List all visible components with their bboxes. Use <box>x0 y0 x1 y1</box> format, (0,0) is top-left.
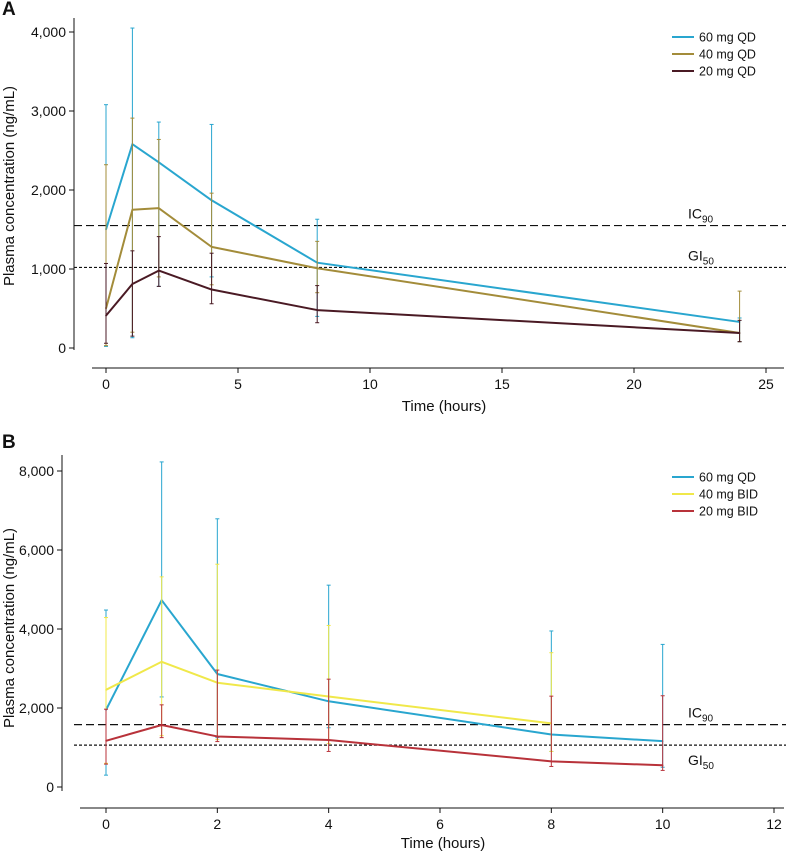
panel-b-series-line <box>105 599 663 743</box>
panel-b-x-tick-label: 4 <box>325 816 333 832</box>
panel-a-y-axis-title: Plasma concentration (ng/mL) <box>1 86 18 286</box>
panel-b-legend-label: 60 mg QD <box>699 471 756 485</box>
panel-a-series-line <box>105 269 740 334</box>
panel-a-legend: 60 mg QD 40 mg QD 20 mg QD <box>672 31 756 79</box>
panel-a-series-2 <box>104 236 742 344</box>
panel-b-x-tick-label: 2 <box>213 816 221 832</box>
panel-b-legend: 60 mg QD 40 mg BID 20 mg BID <box>672 471 758 519</box>
panel-a-data-point <box>738 332 741 334</box>
panel-a-x-tick-label: 5 <box>234 376 242 392</box>
panel-b-data-point <box>550 760 553 763</box>
panel-a-data-point <box>158 207 160 209</box>
panel-a-data-point <box>158 269 160 272</box>
panel-b-ref-label-ic90: IC90 <box>688 705 714 725</box>
panel-a-y-tick-label: 1,000 <box>31 261 66 277</box>
panel-b-y-tick-label: 6,000 <box>19 542 54 558</box>
panel-a-x-tick-label: 25 <box>758 376 774 392</box>
panel-a-data-point <box>105 314 107 317</box>
panel-b-legend-label: 20 mg BID <box>699 505 758 519</box>
panel-a-letter: A <box>2 0 16 20</box>
panel-b-series-0 <box>104 461 665 776</box>
panel-a: A IC90 GI50 0 5 10 15 20 25 0 1,000 2,000 3,000 4,… <box>1 0 786 415</box>
panel-b-data-point <box>105 689 107 691</box>
panel-a-x-tick-label: 15 <box>494 376 510 392</box>
panel-b-data-point <box>327 739 330 741</box>
panel-b-data-point <box>160 660 163 663</box>
panel-a-legend-label: 20 mg QD <box>699 65 756 79</box>
panel-a-series-1 <box>104 117 742 347</box>
panel-b-x-tick-label: 8 <box>547 816 555 832</box>
panel-a-x-tick-label: 10 <box>362 376 378 392</box>
panel-b-data-point <box>160 724 163 726</box>
panel-b-y-axis-title: Plasma concentration (ng/mL) <box>1 528 18 728</box>
panel-a-series-0 <box>104 27 742 347</box>
panel-b-ref-label-gi50: GI50 <box>688 752 714 772</box>
panel-a-series-line <box>105 207 740 334</box>
panel-b-data-point <box>105 739 107 742</box>
panel-a-series <box>104 27 742 347</box>
panel-b-x-ticks: 0 2 4 6 8 10 12 <box>102 808 782 832</box>
panel-a-legend-label: 60 mg QD <box>699 31 756 45</box>
panel-b-y-ticks: 0 2,000 4,000 6,000 8,000 <box>19 463 62 795</box>
panel-b-x-tick-label: 12 <box>766 816 782 832</box>
panel-a-data-point <box>131 283 134 285</box>
panel-a-data-point <box>316 309 319 311</box>
panel-b-x-tick-label: 6 <box>436 816 444 832</box>
panel-b-series-2 <box>104 669 665 771</box>
panel-a-y-tick-label: 4,000 <box>31 24 66 40</box>
panel-b-series <box>104 461 665 776</box>
panel-b-legend-label: 40 mg BID <box>699 488 758 502</box>
panel-a-data-point <box>131 208 134 211</box>
panel-a-x-tick-label: 0 <box>102 376 110 392</box>
panel-a-series-line <box>105 143 740 323</box>
panel-b-letter: B <box>2 432 16 453</box>
panel-a-reference-lines: IC90 GI50 <box>74 206 786 269</box>
panel-b: B IC90 GI50 0 2 4 6 8 10 12 0 2,000 4,000 6,000 8,0… <box>1 432 786 852</box>
panel-b-y-tick-label: 8,000 <box>19 463 54 479</box>
panel-a-y-tick-label: 3,000 <box>31 103 66 119</box>
panel-a-y-ticks: 0 1,000 2,000 3,000 4,000 <box>31 24 74 356</box>
panel-b-reference-lines: IC90 GI50 <box>74 705 786 772</box>
panel-b-data-point <box>216 735 219 738</box>
panel-a-legend-label: 40 mg QD <box>699 48 756 62</box>
panel-b-x-tick-label: 10 <box>655 816 671 832</box>
panel-a-x-ticks: 0 5 10 15 20 25 <box>102 368 774 392</box>
panel-a-ref-label-gi50: GI50 <box>688 247 714 267</box>
panel-b-y-tick-label: 2,000 <box>19 700 54 716</box>
panel-b-axes <box>61 455 784 809</box>
panel-a-axes <box>73 18 784 369</box>
panel-b-series-line <box>105 723 663 767</box>
panel-a-x-tick-label: 20 <box>626 376 642 392</box>
panel-b-x-axis-title: Time (hours) <box>401 835 485 852</box>
panel-a-data-point <box>316 267 319 270</box>
panel-a-y-tick-label: 2,000 <box>31 182 66 198</box>
panel-a-x-axis-title: Time (hours) <box>402 398 486 415</box>
panel-a-y-tick-label: 0 <box>58 340 66 356</box>
panel-b-data-point <box>661 764 664 767</box>
panel-a-data-point <box>210 246 213 248</box>
panel-a-ref-label-ic90: IC90 <box>688 206 714 226</box>
panel-b-x-tick-label: 0 <box>102 816 110 832</box>
panel-a-data-point <box>210 288 213 291</box>
panel-b-y-tick-label: 0 <box>46 779 54 795</box>
panel-b-y-tick-label: 4,000 <box>19 621 54 637</box>
